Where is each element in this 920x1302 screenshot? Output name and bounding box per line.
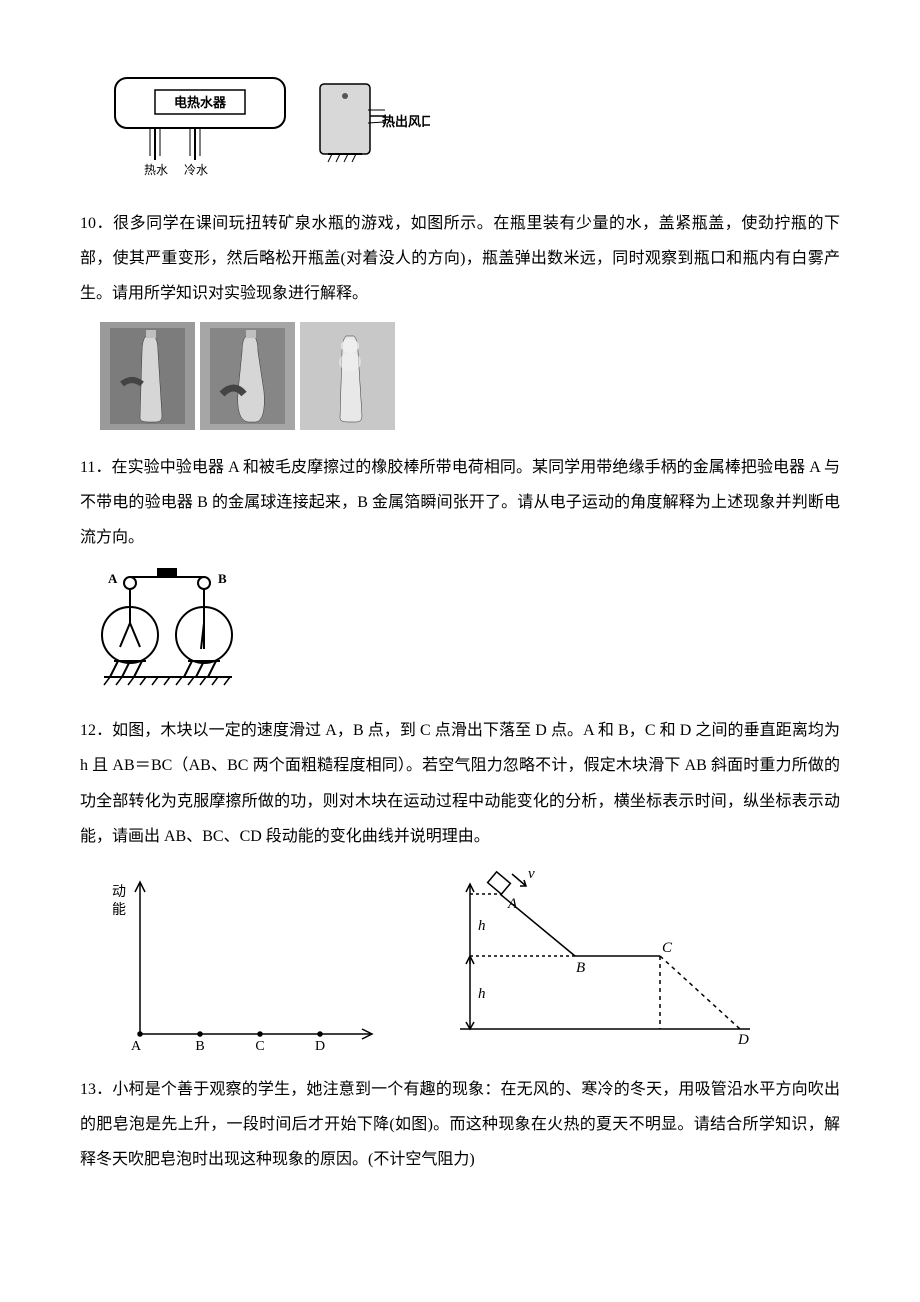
h-label-2: h [478, 986, 486, 1002]
air-outlet-label: 热出风口 [382, 114, 430, 129]
pt-b: B [576, 960, 585, 976]
q13-text: 13．小柯是个善于观察的学生，她注意到一个有趣的现象：在无风的、寒冷的冬天，用吸… [80, 1072, 840, 1178]
q10-text: 10．很多同学在课间玩扭转矿泉水瓶的游戏，如图所示。在瓶里装有少量的水，盖紧瓶盖… [80, 206, 840, 312]
hot-water-label: 热水 [144, 163, 168, 177]
heater-label: 电热水器 [174, 95, 227, 110]
q12-graph-svg: 动 能 A B C D [100, 874, 380, 1054]
q12-text: 12．如图，木块以一定的速度滑过 A，B 点，到 C 点滑出下落至 D 点。A … [80, 713, 840, 854]
pt-a: A [507, 896, 518, 912]
h-label-1: h [478, 918, 486, 934]
cold-water-label: 冷水 [184, 163, 208, 177]
graph-ylabel-2: 能 [112, 902, 126, 918]
tick-a: A [131, 1039, 142, 1054]
v-label: v [528, 866, 535, 882]
pt-c: C [662, 940, 673, 956]
pt-d: D [737, 1032, 749, 1048]
label-a: A [108, 571, 118, 586]
q10-svg [100, 322, 400, 432]
q9-figure: 电热水器 热水 冷水 热出风口 [100, 68, 840, 188]
tick-d: D [315, 1039, 325, 1054]
q12-incline-svg: v h h A B C D [440, 864, 760, 1054]
q11-text: 11．在实验中验电器 A 和被毛皮摩擦过的橡胶棒所带电荷相同。某同学用带绝缘手柄… [80, 450, 840, 556]
tick-b: B [195, 1039, 204, 1054]
label-b: B [218, 571, 227, 586]
tick-c: C [255, 1039, 264, 1054]
q12-figures: 动 能 A B C D [100, 864, 840, 1054]
q11-svg: A B [100, 565, 240, 695]
q9-svg: 电热水器 热水 冷水 热出风口 [100, 68, 430, 188]
graph-ylabel-1: 动 [112, 884, 126, 900]
q10-figure [100, 322, 840, 432]
q11-figure: A B [100, 565, 840, 695]
